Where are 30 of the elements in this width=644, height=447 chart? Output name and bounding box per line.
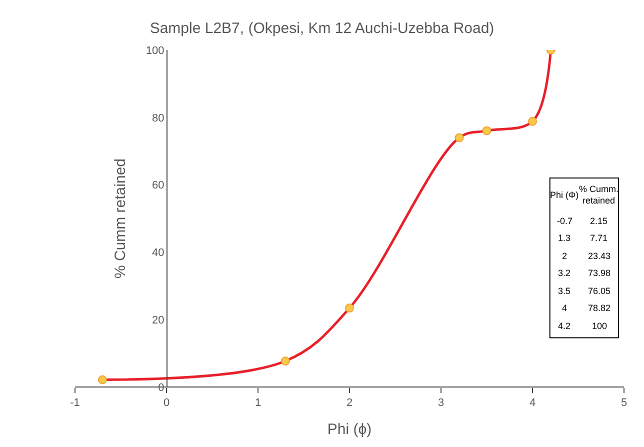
annotation: 4.2	[558, 321, 571, 331]
y-tick-label: 60	[152, 180, 164, 192]
x-axis-title: Phi (ϕ)	[327, 421, 372, 438]
y-tick-label: 80	[152, 112, 164, 124]
y-tick-label: 40	[152, 247, 164, 260]
x-tick-label: 3	[438, 397, 444, 410]
x-tick-label: 1	[254, 397, 262, 410]
annotation: 73.98	[588, 268, 611, 278]
annotation: 7.71	[590, 233, 608, 243]
annotation: 100	[592, 321, 608, 331]
annotation: 3.2	[558, 268, 571, 278]
y-axis-title: % Cumm retained	[112, 158, 130, 279]
annotation: 1.3	[558, 233, 571, 243]
annotation: 4	[562, 303, 568, 313]
annotation: 78.82	[588, 303, 611, 313]
y-tick-label: 100	[146, 44, 164, 57]
annotation: 3.5	[558, 286, 571, 296]
annotation: -0.7	[557, 216, 573, 226]
annotation: 2.15	[590, 216, 608, 226]
annotation: 76.05	[588, 286, 611, 296]
y-tick-label: 20	[152, 314, 164, 326]
annotation: % Cumm. retained	[579, 184, 619, 206]
chart-title: Sample L2B7, (Okpesi, Km 12 Auchi-Uzebba Road)	[150, 20, 494, 37]
annotation: Phi (Φ)	[550, 190, 579, 200]
x-tick-label: -1	[70, 397, 80, 410]
x-tick-label: 5	[620, 397, 628, 410]
annotation: 2	[562, 251, 568, 261]
annotation: 23.43	[588, 251, 611, 261]
x-tick-label: 2	[346, 397, 353, 410]
x-tick-label: 4	[529, 397, 536, 410]
